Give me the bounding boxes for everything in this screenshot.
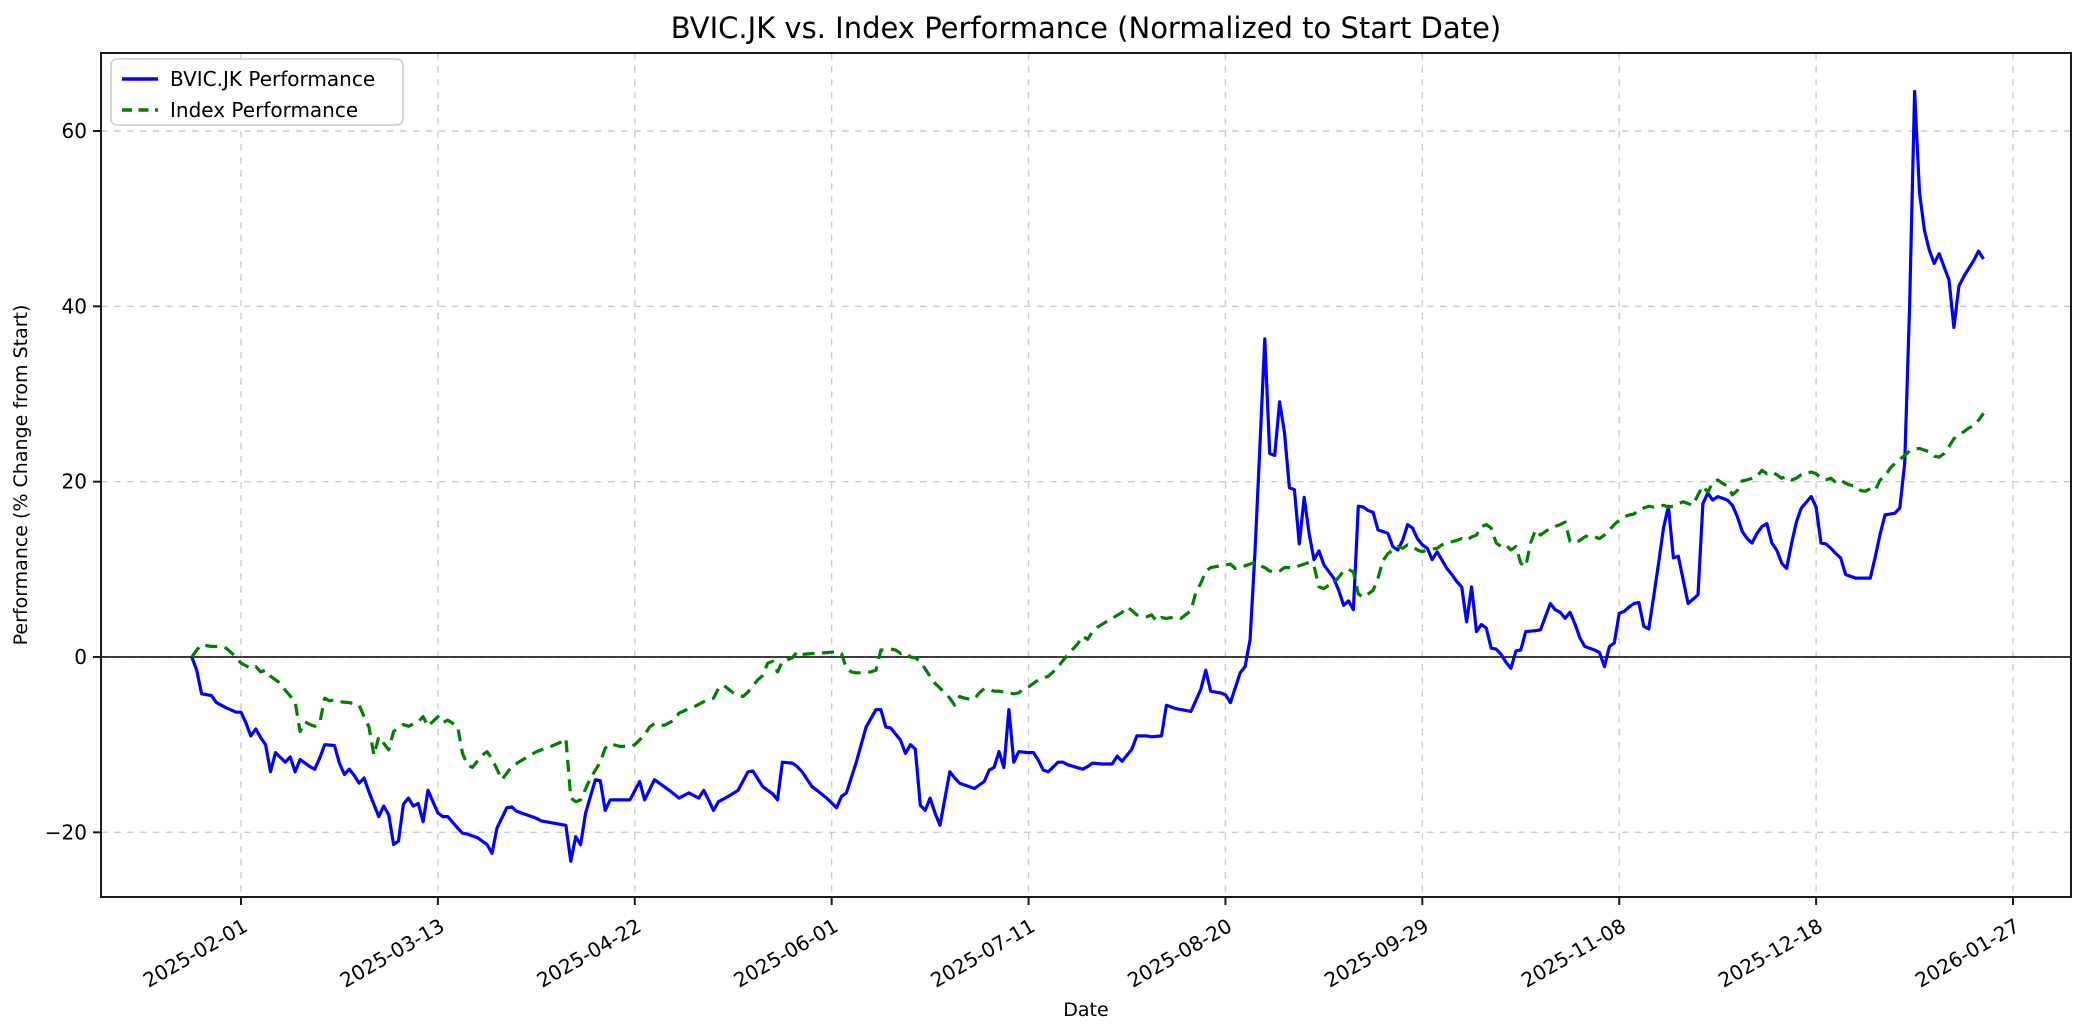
plot-border [100, 52, 2072, 898]
x-tick-label: 2026-01-27 [1911, 914, 2024, 993]
x-tick-label: 2025-12-18 [1714, 914, 1827, 993]
x-axis-label: Date [1063, 999, 1108, 1021]
y-tick-label: 40 [62, 294, 87, 318]
series-group [190, 89, 1985, 863]
x-tick-label: 2025-03-13 [336, 914, 449, 993]
y-tick-label: 60 [62, 119, 87, 143]
x-tick-label: 2025-07-11 [926, 914, 1039, 993]
y-tick-label: 0 [74, 645, 87, 669]
x-tick-label: 2025-11-08 [1517, 914, 1630, 993]
x-tick-label: 2025-04-22 [533, 914, 646, 993]
x-tick-label: 2025-08-20 [1123, 914, 1236, 993]
y-axis-label: Performance (% Change from Start) [10, 305, 32, 646]
legend-label-index: Index Performance [170, 98, 358, 122]
y-tick-label: 20 [62, 470, 87, 494]
x-tick-label: 2025-02-01 [139, 914, 252, 993]
plot-area [101, 53, 2071, 897]
legend-box [110, 58, 404, 126]
bvic-performance-line [190, 89, 1985, 863]
y-tick-label: −20 [45, 820, 87, 844]
gridlines [101, 53, 2071, 897]
x-tick-label: 2025-06-01 [730, 914, 843, 993]
legend-label-bvic: BVIC.JK Performance [170, 67, 375, 91]
x-tick-label: 2025-09-29 [1320, 914, 1433, 993]
index-performance-line [190, 412, 1985, 804]
legend: BVIC.JK Performance Index Performance [110, 58, 404, 126]
chart-title: BVIC.JK vs. Index Performance (Normalize… [671, 11, 1501, 45]
